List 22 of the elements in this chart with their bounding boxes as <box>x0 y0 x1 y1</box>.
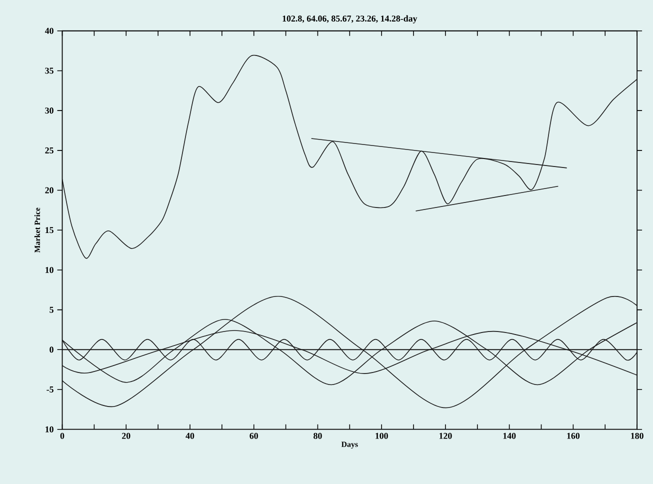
y-tick-label: 30 <box>45 107 54 114</box>
y-tick-label: 35 <box>45 68 54 74</box>
y-tick-label: 10 <box>46 266 54 273</box>
x-tick-label: 180 <box>631 432 644 439</box>
x-tick-label: 60 <box>250 432 258 439</box>
x-tick-label: 140 <box>503 432 516 439</box>
x-tick-label: 20 <box>122 432 130 439</box>
chart-title: 102.8, 64.06, 85.67, 23.26, 14.28-day <box>282 15 418 24</box>
y-tick-label: 25 <box>45 147 54 154</box>
x-tick-label: 160 <box>567 432 580 439</box>
x-tick-label: 120 <box>439 432 452 439</box>
x-tick-label: 80 <box>314 432 322 439</box>
y-tick-label: 10 <box>46 426 54 432</box>
y-tick-label: 20 <box>45 187 54 194</box>
x-tick-label: 100 <box>376 432 388 439</box>
y-tick-label: 0 <box>50 346 54 353</box>
x-tick-label: 0 <box>60 432 64 439</box>
x-tick-label: 40 <box>186 432 194 439</box>
y-tick-label: -5 <box>46 386 54 392</box>
y-tick-label: 15 <box>46 227 54 234</box>
y-tick-label: 40 <box>44 28 54 34</box>
y-tick-label: 5 <box>50 306 54 313</box>
